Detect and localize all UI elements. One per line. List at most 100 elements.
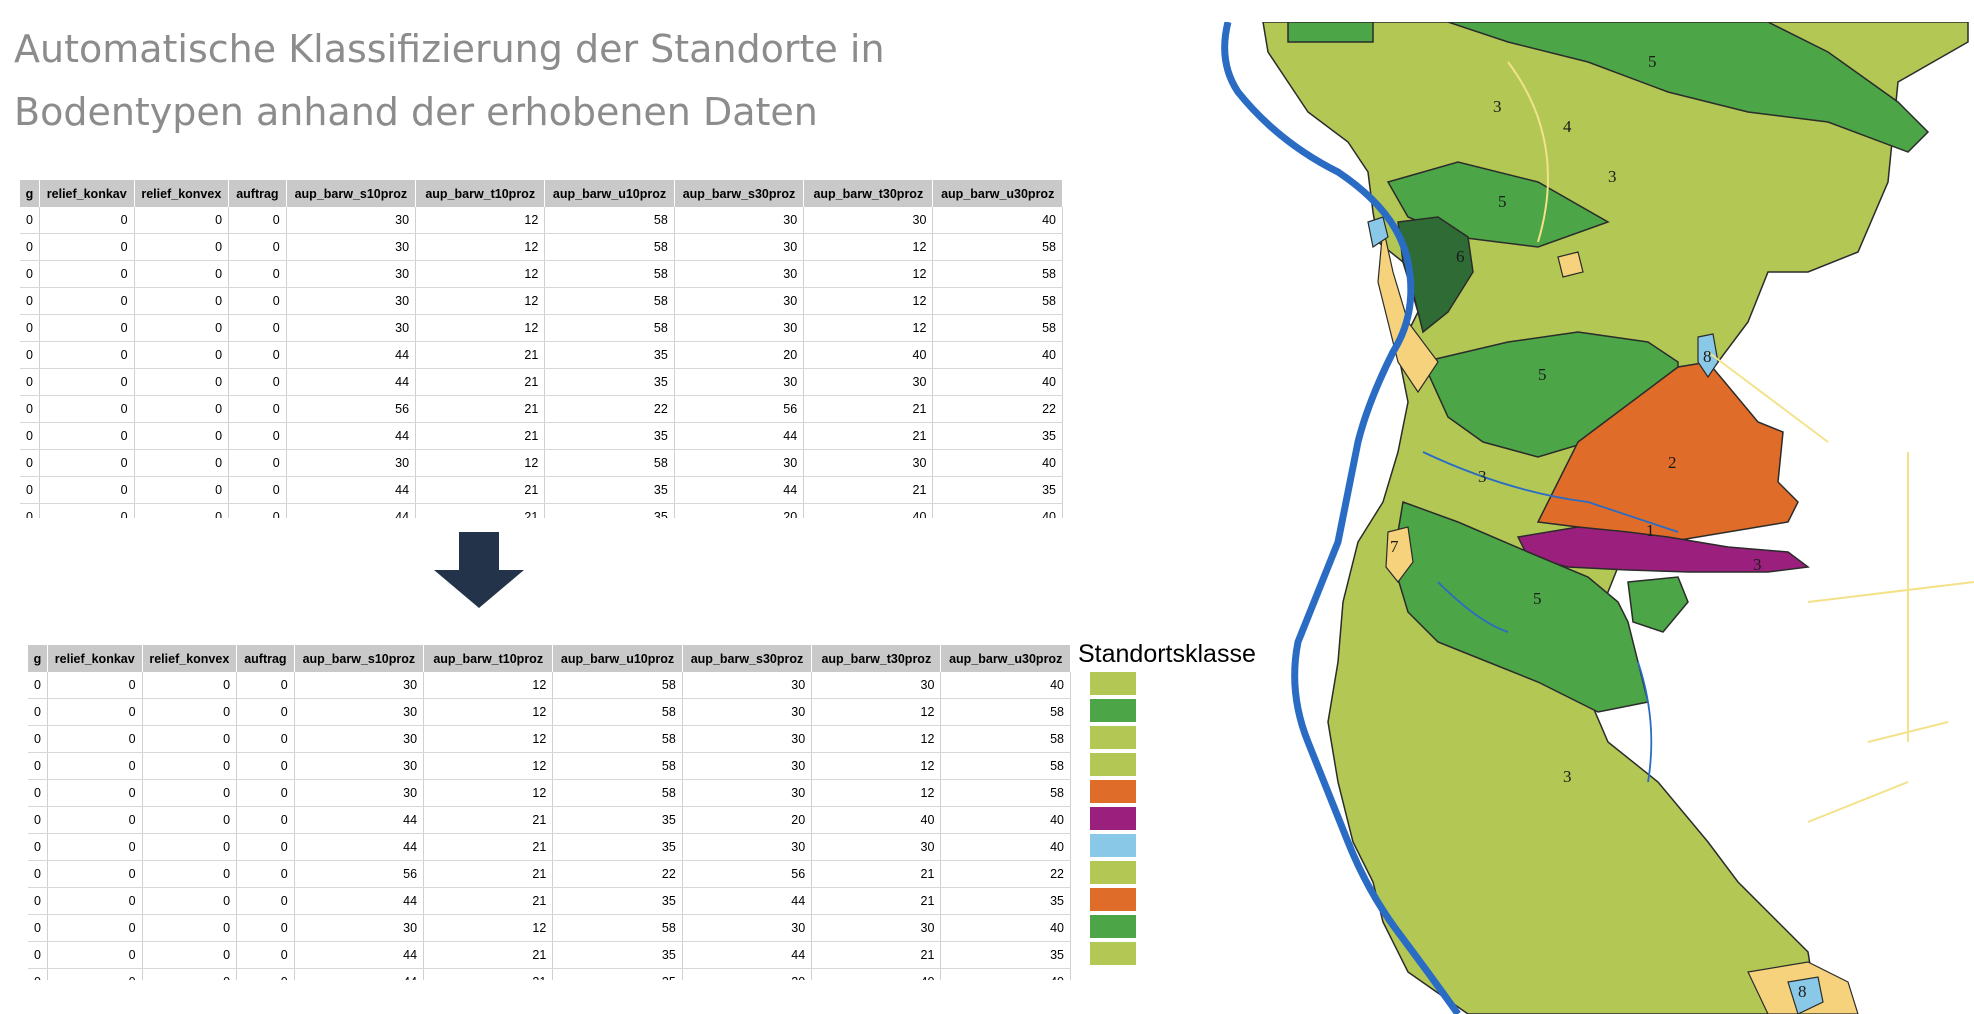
table-cell: 35 xyxy=(544,368,675,396)
table-row[interactable]: 0 0 0 0 44 21 35 44 21 35 xyxy=(28,941,1071,969)
table-cell: 30 xyxy=(682,752,813,780)
table-cell: 12 xyxy=(811,725,942,753)
column-header[interactable]: relief_konkav xyxy=(39,180,135,207)
table-cell: 30 xyxy=(286,449,417,477)
table-cell: 0 xyxy=(39,503,135,518)
table-cell: 0 xyxy=(142,779,238,807)
table-cell: 0 xyxy=(134,233,230,261)
table-cell: 0 xyxy=(228,422,287,450)
class-swatch xyxy=(1090,807,1136,830)
table-cell: 0 xyxy=(47,698,143,726)
column-header[interactable]: relief_konvex xyxy=(142,645,238,672)
table-cell: 12 xyxy=(423,914,554,942)
table-cell: 21 xyxy=(415,422,546,450)
table-cell: 0 xyxy=(39,449,135,477)
table-cell: 30 xyxy=(294,698,425,726)
column-header[interactable]: aup_barw_s30proz xyxy=(674,180,805,207)
column-header[interactable]: aup_barw_s10proz xyxy=(286,180,417,207)
table-cell: 22 xyxy=(552,860,683,888)
table-row[interactable]: 0 0 0 0 44 21 35 44 21 35 xyxy=(28,887,1071,915)
table-cell: 21 xyxy=(423,941,554,969)
table-cell: 0 xyxy=(142,941,238,969)
column-header[interactable]: aup_barw_u10proz xyxy=(552,645,683,672)
table-cell: 30 xyxy=(294,914,425,942)
table-cell: 30 xyxy=(682,833,813,861)
column-header[interactable]: relief_konvex xyxy=(134,180,230,207)
table-cell: 44 xyxy=(286,368,417,396)
map-label: 5 xyxy=(1533,589,1542,608)
column-header[interactable]: relief_konkav xyxy=(47,645,143,672)
column-header[interactable]: aup_barw_s30proz xyxy=(682,645,813,672)
table-row[interactable]: 0 0 0 0 30 12 58 30 12 58 xyxy=(28,779,1071,807)
table-cell: 0 xyxy=(134,341,230,369)
table-cell: 0 xyxy=(20,395,40,423)
map-region-class1 xyxy=(1516,526,1810,573)
table-cell: 30 xyxy=(294,725,425,753)
table-header-row: g relief_konkav relief_konvex auftrag aup_ba… xyxy=(28,645,1071,672)
column-header[interactable]: aup_barw_u30proz xyxy=(932,180,1063,207)
table-cell: 0 xyxy=(134,287,230,315)
column-header[interactable]: aup_barw_t10proz xyxy=(423,645,554,672)
table-cell: 0 xyxy=(228,207,287,234)
column-header[interactable]: aup_barw_s10proz xyxy=(294,645,425,672)
table-cell: 58 xyxy=(552,698,683,726)
column-header[interactable]: auftrag xyxy=(236,645,295,672)
table-row[interactable]: 0 0 0 0 30 12 58 30 12 58 xyxy=(20,287,1063,315)
column-header[interactable]: aup_barw_u30proz xyxy=(940,645,1071,672)
table-cell: 12 xyxy=(803,260,934,288)
column-header[interactable]: aup_barw_t10proz xyxy=(415,180,546,207)
table-cell: 22 xyxy=(932,395,1063,423)
table-cell: 0 xyxy=(20,287,40,315)
classified-data-table-viewport[interactable]: g relief_konkav relief_konvex auftrag aup_ba… xyxy=(28,645,1071,980)
class-swatch xyxy=(1090,834,1136,857)
column-header[interactable]: aup_barw_t30proz xyxy=(803,180,934,207)
table-row[interactable]: 0 0 0 0 44 21 35 44 21 35 xyxy=(20,476,1063,504)
table-cell: 0 xyxy=(236,941,295,969)
table-row[interactable]: 0 0 0 0 56 21 22 56 21 22 xyxy=(20,395,1063,423)
column-header[interactable]: aup_barw_u10proz xyxy=(544,180,675,207)
table-row[interactable]: 0 0 0 0 30 12 58 30 12 58 xyxy=(20,260,1063,288)
table-cell: 58 xyxy=(544,287,675,315)
table-row[interactable]: 0 0 0 0 44 21 35 44 21 35 xyxy=(20,422,1063,450)
table-row[interactable]: 0 0 0 0 30 12 58 30 12 58 xyxy=(28,752,1071,780)
table-cell: 40 xyxy=(932,449,1063,477)
table-row[interactable]: 0 0 0 0 30 12 58 30 30 40 xyxy=(28,914,1071,942)
table-cell: 30 xyxy=(294,779,425,807)
table-cell: 0 xyxy=(20,233,40,261)
table-cell: 40 xyxy=(940,914,1071,942)
class-swatch xyxy=(1090,726,1136,749)
table-cell: 30 xyxy=(674,314,805,342)
table-row[interactable]: 0 0 0 0 30 12 58 30 30 40 xyxy=(20,207,1063,234)
column-header[interactable]: g xyxy=(20,180,40,207)
column-header[interactable]: aup_barw_t30proz xyxy=(811,645,942,672)
table-row[interactable]: 0 0 0 0 44 21 35 30 30 40 xyxy=(28,833,1071,861)
input-data-table-viewport[interactable]: g relief_konkav relief_konvex auftrag aup_ba… xyxy=(20,180,1063,518)
table-row[interactable]: 0 0 0 0 30 12 58 30 12 58 xyxy=(28,725,1071,753)
table-row[interactable]: 0 0 0 0 56 21 22 56 21 22 xyxy=(28,860,1071,888)
table-cell: 0 xyxy=(28,779,48,807)
map-label: 8 xyxy=(1703,347,1712,366)
table-row[interactable]: 0 0 0 0 30 12 58 30 12 58 xyxy=(20,314,1063,342)
table-row[interactable]: 0 0 0 0 30 12 58 30 30 40 xyxy=(20,449,1063,477)
table-cell: 12 xyxy=(811,698,942,726)
table-cell: 44 xyxy=(674,476,805,504)
table-row[interactable]: 0 0 0 0 30 12 58 30 12 58 xyxy=(28,698,1071,726)
table-row[interactable]: 0 0 0 0 44 21 35 30 30 40 xyxy=(20,368,1063,396)
table-cell: 30 xyxy=(682,914,813,942)
map-region-class8-c xyxy=(1787,976,1824,1014)
table-cell: 40 xyxy=(940,833,1071,861)
column-header[interactable]: g xyxy=(28,645,48,672)
table-row[interactable]: 0 0 0 0 30 12 58 30 12 58 xyxy=(20,233,1063,261)
table-row[interactable]: 0 0 0 0 30 12 58 30 30 40 xyxy=(28,672,1071,699)
table-header-row: g relief_konkav relief_konvex auftrag aup_ba… xyxy=(20,180,1063,207)
table-cell: 44 xyxy=(294,806,425,834)
column-header[interactable]: auftrag xyxy=(228,180,287,207)
table-cell: 0 xyxy=(142,833,238,861)
table-cell: 30 xyxy=(682,698,813,726)
table-cell: 20 xyxy=(674,503,805,518)
table-cell: 0 xyxy=(47,779,143,807)
